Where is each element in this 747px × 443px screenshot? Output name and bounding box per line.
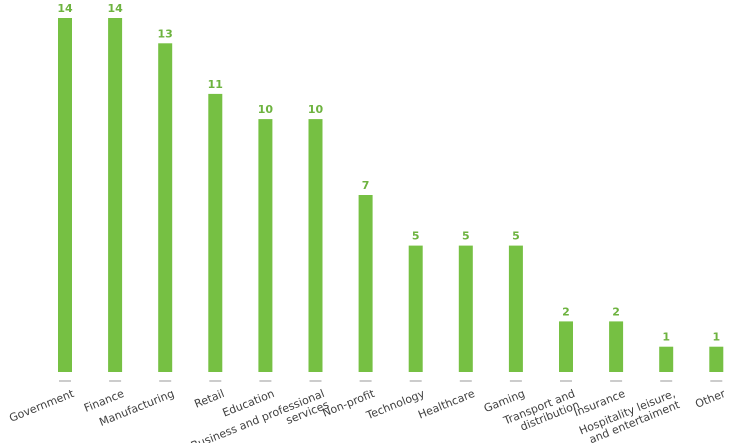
value-label-insurance: 2 bbox=[612, 305, 620, 318]
value-label-healthcare: 5 bbox=[462, 230, 470, 243]
category-label-other: Other bbox=[693, 387, 727, 411]
category-label-hospitality-leisure-and-entertaiment: Hospitality leisure,and entertaiment bbox=[577, 387, 682, 443]
bar-transport-and-distribution bbox=[559, 321, 573, 372]
category-label-healthcare: Healthcare bbox=[416, 387, 477, 422]
value-label-manufacturing: 13 bbox=[158, 27, 173, 40]
bar-government bbox=[58, 18, 72, 372]
bar-technology bbox=[408, 245, 423, 372]
value-label-education: 10 bbox=[258, 103, 274, 116]
bar-healthcare bbox=[458, 245, 473, 372]
bar-other bbox=[709, 346, 724, 372]
bar-manufacturing bbox=[158, 43, 173, 373]
bar-business-and-professional-services bbox=[308, 119, 323, 372]
bar-hospitality-leisure-and-entertaiment bbox=[659, 346, 674, 372]
value-label-business-and-professional-services: 10 bbox=[308, 103, 324, 116]
value-label-technology: 5 bbox=[412, 230, 420, 243]
category-label-line: Government bbox=[7, 387, 76, 425]
value-label-government: 14 bbox=[57, 2, 73, 15]
bar-education bbox=[258, 119, 273, 372]
bar-gaming bbox=[508, 245, 523, 372]
value-label-transport-and-distribution: 2 bbox=[562, 305, 570, 318]
bars-layer bbox=[58, 18, 724, 373]
category-label-line: Healthcare bbox=[416, 387, 477, 422]
bar-finance bbox=[108, 18, 123, 372]
value-label-finance: 14 bbox=[107, 2, 123, 15]
value-label-gaming: 5 bbox=[512, 230, 520, 243]
category-label-line: Other bbox=[693, 387, 727, 411]
value-label-hospitality-leisure-and-entertaiment: 1 bbox=[662, 331, 670, 344]
category-label-government: Government bbox=[7, 387, 76, 425]
value-label-other: 1 bbox=[712, 331, 720, 344]
value-label-retail: 11 bbox=[208, 78, 223, 91]
bar-insurance bbox=[609, 321, 624, 372]
bar-non-profit bbox=[358, 195, 373, 372]
bar-retail bbox=[208, 93, 223, 373]
value-label-non-profit: 7 bbox=[362, 179, 370, 192]
